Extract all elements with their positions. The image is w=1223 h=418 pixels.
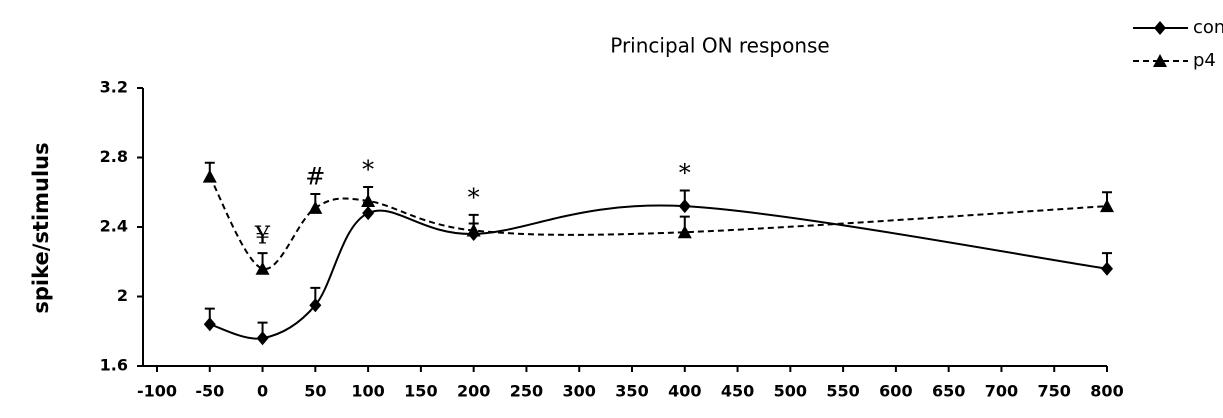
x-tick-label: -50: [195, 382, 224, 401]
x-tick-label: -100: [137, 382, 177, 401]
data-point: [202, 169, 217, 183]
annotation: #: [305, 162, 325, 190]
data-point: [678, 199, 691, 214]
data-point: [677, 225, 692, 239]
data-point: [256, 331, 269, 346]
legend-label: con: [1193, 17, 1223, 38]
x-tick-label: 750: [1038, 382, 1071, 401]
chart-title: Principal ON response: [610, 34, 829, 58]
x-tick-label: 0: [257, 382, 268, 401]
series-line: [208, 176, 1108, 270]
annotation: *: [679, 159, 691, 187]
x-tick-label: 800: [1090, 382, 1123, 401]
legend-marker: [1153, 54, 1167, 67]
data-point: [309, 298, 322, 313]
data-point: [1101, 261, 1113, 276]
annotation: *: [362, 156, 374, 184]
x-tick-label: 50: [304, 382, 326, 401]
x-tick-label: 650: [932, 382, 965, 401]
legend-marker: [1154, 21, 1166, 35]
data-point: [466, 223, 481, 237]
y-tick-label: 2: [117, 286, 128, 305]
x-tick-label: 600: [879, 382, 912, 401]
y-tick-label: 2.8: [100, 147, 128, 166]
y-tick-label: 1.6: [100, 356, 128, 375]
y-axis-label: spike/stimulus: [29, 142, 53, 313]
x-tick-label: 100: [351, 382, 384, 401]
data-point: [1100, 199, 1114, 213]
legend-label: p4: [1193, 50, 1216, 71]
data-point: [361, 193, 376, 207]
x-tick-label: 300: [563, 382, 596, 401]
data-point: [203, 317, 216, 332]
x-tick-label: 550: [826, 382, 859, 401]
annotation: *: [468, 183, 480, 211]
x-tick-label: 350: [615, 382, 648, 401]
x-tick-label: 150: [404, 382, 437, 401]
data-point: [362, 206, 375, 221]
series-line: [209, 204, 1108, 340]
data-point: [255, 261, 270, 275]
x-tick-label: 500: [774, 382, 807, 401]
x-tick-label: 450: [721, 382, 754, 401]
data-point: [308, 200, 323, 214]
annotation: ¥: [254, 222, 271, 250]
x-tick-label: 200: [457, 382, 490, 401]
x-tick-label: 700: [985, 382, 1018, 401]
x-tick-label: 250: [510, 382, 543, 401]
y-tick-label: 3.2: [100, 78, 128, 97]
x-tick-label: 400: [668, 382, 701, 401]
y-tick-label: 2.4: [100, 217, 128, 236]
